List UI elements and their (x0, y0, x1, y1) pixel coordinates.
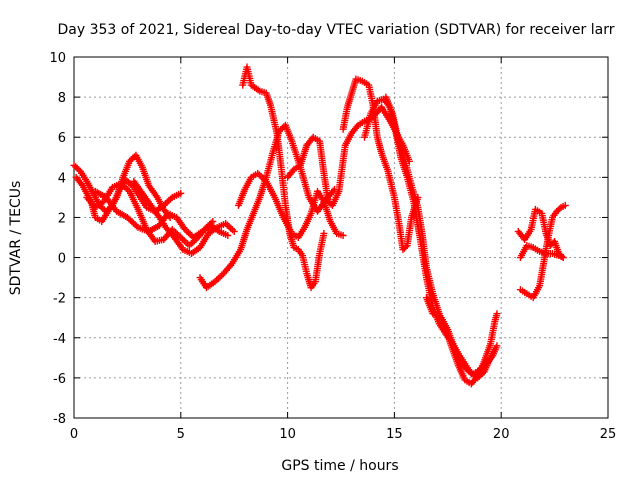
tick-labels: 0 5 10 15 20 25 -8 -6 -4 -2 0 2 4 6 8 10 (49, 51, 616, 442)
data-point (559, 254, 567, 262)
data-point (77, 180, 85, 188)
data-point (75, 166, 83, 174)
data-point (556, 205, 564, 213)
data-point (472, 373, 480, 381)
x-tick-label: 15 (386, 427, 403, 442)
data-point (230, 227, 238, 235)
y-tick-label: 8 (58, 91, 66, 106)
y-tick-label: 4 (58, 171, 66, 186)
x-tick-label: 25 (600, 427, 617, 442)
chart-title: Day 353 of 2021, Sidereal Day-to-day VTE… (58, 22, 615, 38)
data-point (339, 231, 347, 239)
x-tick-label: 0 (70, 427, 78, 442)
y-axis-label: SDTVAR / TECUs (8, 181, 24, 296)
series-track-8 (234, 169, 347, 241)
data-point (177, 189, 185, 197)
series-track-16 (516, 242, 567, 262)
y-tick-label: 6 (58, 131, 66, 146)
data-point (224, 231, 232, 239)
y-tick-label: -4 (53, 332, 66, 347)
data-point (320, 229, 328, 237)
data-point (493, 342, 501, 350)
x-tick-label: 10 (279, 427, 296, 442)
data-point (561, 201, 569, 209)
data-marks (70, 63, 569, 388)
y-tick-label: -8 (53, 412, 66, 427)
series-track-5 (130, 177, 238, 258)
x-tick-label: 20 (493, 427, 510, 442)
y-tick-label: 10 (49, 51, 66, 66)
series-track-3 (83, 179, 217, 250)
series-track-13 (422, 294, 501, 378)
y-tick-label: -6 (53, 372, 66, 387)
data-point (493, 310, 501, 318)
y-tick-label: 2 (58, 211, 66, 226)
plot-frame (73, 56, 609, 419)
y-tick-label: -2 (53, 292, 66, 307)
series-track-15 (516, 201, 569, 302)
data-point (487, 353, 495, 361)
x-tick-label: 5 (177, 427, 185, 442)
data-point (133, 222, 141, 230)
series-track-10 (339, 75, 422, 254)
y-tick-label: 0 (58, 252, 66, 267)
x-axis-label: GPS time / hours (281, 458, 398, 474)
series-track-12 (382, 93, 501, 388)
